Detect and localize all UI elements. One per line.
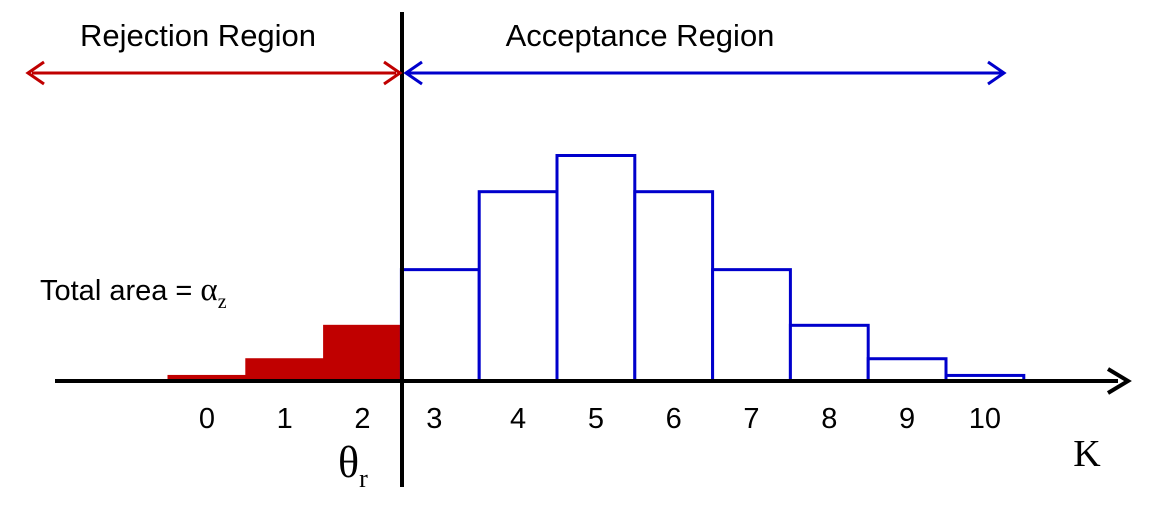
x-tick-label-4: 4: [510, 403, 526, 435]
bar-3: [399, 268, 481, 383]
bar-5: [555, 153, 637, 383]
x-tick-label-6: 6: [666, 403, 682, 435]
x-tick-label-0: 0: [199, 403, 215, 435]
x-tick-label-1: 1: [277, 403, 293, 435]
x-tick-label-3: 3: [426, 403, 442, 435]
total-area-annotation: Total area = αz: [40, 272, 227, 313]
rejection-arrow: [25, 60, 403, 86]
x-axis-arrowhead: [1106, 367, 1132, 395]
total-area-prefix: Total area =: [40, 275, 200, 307]
alpha-symbol: α: [200, 272, 217, 308]
theta-subscript: r: [359, 464, 368, 493]
bar-6: [633, 190, 715, 383]
alpha-subscript: z: [218, 291, 227, 313]
bar-2: [323, 324, 402, 382]
bar-1: [245, 358, 325, 382]
bars-group: [167, 153, 1026, 383]
x-tick-label-8: 8: [821, 403, 837, 435]
bar-7: [711, 268, 792, 383]
threshold-label: θr: [338, 438, 368, 493]
x-tick-label-2: 2: [354, 403, 370, 435]
bar-8: [788, 323, 870, 383]
x-tick-label-10: 10: [969, 403, 1001, 435]
x-tick-label-7: 7: [743, 403, 759, 435]
acceptance-arrow: [403, 60, 1007, 86]
bar-4: [477, 190, 559, 383]
theta-symbol: θ: [338, 438, 359, 487]
x-axis-label: K: [1073, 433, 1101, 475]
acceptance-region-label: Acceptance Region: [506, 18, 775, 53]
rejection-region-label: Rejection Region: [80, 18, 316, 53]
bar-9: [866, 357, 948, 383]
x-tick-label-5: 5: [588, 403, 604, 435]
x-tick-label-9: 9: [899, 403, 915, 435]
x-tick-labels: 0 1 2 3 4 5 6 7 8 9 10: [199, 403, 1001, 435]
